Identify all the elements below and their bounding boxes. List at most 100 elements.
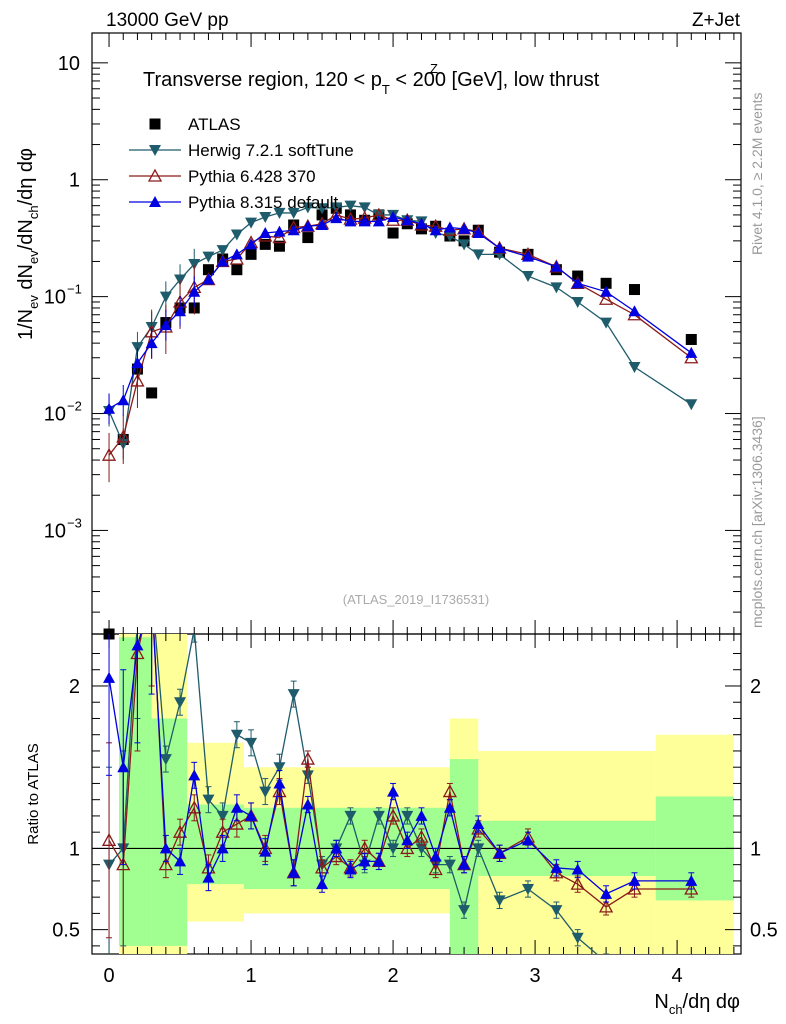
x-tick-label: 4	[672, 965, 683, 987]
pythia8-ratio-point	[600, 887, 613, 899]
atlas-point	[316, 209, 328, 221]
ratio-y-tick-label: 1	[69, 838, 80, 860]
pythia8-point	[245, 238, 258, 250]
herwig-ratio-point	[600, 957, 612, 968]
atlas-point	[628, 284, 640, 296]
ratio-y-tick-label-right: 0.5	[750, 920, 778, 942]
herwig-point	[571, 296, 584, 308]
atlas-point	[685, 333, 697, 345]
herwig-point	[245, 217, 258, 229]
herwig-ratio-point	[521, 884, 534, 896]
pythia8-point	[230, 248, 243, 260]
herwig-point	[358, 202, 371, 214]
collision-label: 13000 GeV pp	[106, 10, 229, 31]
pythia8-ratio-point	[216, 842, 229, 854]
herwig-legend-marker	[149, 145, 161, 156]
legend: ATLAS Herwig 7.2.1 softTune Pythia 6.428 3…	[129, 115, 354, 212]
herwig-point	[628, 362, 641, 374]
herwig-ratio-point	[372, 810, 385, 822]
herwig-point	[600, 317, 613, 329]
pythia8-point	[316, 219, 329, 231]
pythia8-point	[401, 214, 414, 226]
herwig-point	[316, 203, 329, 215]
pythia8-line	[108, 216, 692, 410]
pythia6-point	[101, 447, 117, 461]
pythia8-point	[330, 212, 343, 224]
herwig-point	[131, 342, 144, 354]
herwig-point	[443, 231, 456, 243]
pythia8-ratio-point	[472, 818, 485, 830]
mcplots-label: mcplots.cern.ch [arXiv:1306.3436]	[749, 416, 765, 628]
pythia8-ratio-point	[571, 863, 584, 875]
herwig-ratio-point	[571, 932, 584, 944]
y-tick-exponent: −3	[67, 515, 82, 530]
pythia8-ratio-point	[628, 874, 641, 886]
pythia8-point	[493, 242, 506, 254]
pythia8-point	[458, 222, 471, 234]
herwig-point	[159, 291, 172, 303]
herwig-point	[287, 207, 300, 219]
pythia6-point	[130, 373, 145, 387]
pythia8-point	[372, 215, 385, 227]
pythia8-point	[521, 250, 534, 262]
pythia8-ratio-point	[443, 801, 456, 813]
herwig-ratio-point	[216, 810, 229, 822]
pythia6-line	[108, 214, 692, 456]
pythia8-point	[685, 346, 698, 358]
pythia8-ratio-point	[429, 850, 442, 862]
x-tick-label: 2	[388, 965, 399, 987]
pythia8-ratio-point	[415, 809, 428, 821]
pythia8-ratio-point	[521, 834, 534, 846]
pythia8-ratio-point	[230, 801, 243, 813]
pythia8-ratio-point	[316, 878, 329, 890]
herwig-line	[108, 205, 692, 447]
atlas-point	[387, 227, 399, 239]
y-tick-label: 10	[44, 520, 66, 542]
pythia6-point	[272, 230, 287, 244]
herwig-ratio-point	[259, 786, 272, 798]
herwig-ratio-point	[202, 794, 215, 806]
pythia8-ratio-point	[358, 855, 371, 867]
pythia8-point	[443, 221, 456, 233]
herwig-ratio-point	[131, 616, 143, 627]
ratio-layer	[101, 583, 699, 976]
pythia6-point	[116, 429, 131, 443]
atlas-point	[600, 277, 612, 289]
pythia8-point	[273, 225, 286, 237]
pythia6-ratio-point	[428, 862, 443, 876]
pythia6-ratio-point	[146, 583, 158, 594]
pythia8-ratio-point	[685, 874, 698, 886]
pythia6-ratio-point	[158, 857, 173, 871]
atlas-point	[344, 209, 356, 221]
plot-title: Transverse region, 120 < pT < 200 [GeV],…	[143, 69, 600, 97]
y-tick-exponent: −1	[67, 282, 82, 297]
atlas-point	[202, 264, 214, 276]
atlas-point	[231, 264, 243, 276]
pythia6-legend-marker	[147, 168, 163, 182]
pythia8-ratio-point	[159, 842, 172, 854]
pythia8-ratio-point	[202, 871, 215, 883]
pythia6-ratio-point	[187, 800, 202, 814]
herwig-point	[458, 239, 471, 251]
atlas-point	[273, 240, 285, 252]
herwig-ratio-point	[401, 810, 414, 822]
pythia8-ratio-point	[344, 863, 357, 875]
y-tick-exponent: −2	[67, 399, 82, 414]
pythia6-ratio-point	[442, 784, 457, 798]
herwig-ratio-point	[458, 905, 471, 917]
pythia8-ratio-point	[174, 855, 187, 867]
ratio-y-tick-label-right: 1	[750, 838, 761, 860]
herwig-ratio-point	[472, 843, 485, 855]
main-y-label: 1/Nev dNev/dNch/dη dφ	[15, 148, 41, 340]
pythia8-ratio-point	[372, 855, 385, 867]
atlas-legend-marker	[149, 118, 161, 130]
atlas-point	[415, 223, 427, 235]
analysis-id: (ATLAS_2019_I1736531)	[343, 592, 489, 607]
pythia8-ratio-point	[458, 858, 471, 870]
herwig-ratio-point	[685, 965, 697, 976]
herwig-ratio-point	[230, 729, 243, 741]
herwig-ratio-point	[344, 810, 357, 822]
pythia8-point	[429, 224, 442, 236]
pythia8-ratio-point	[273, 777, 286, 789]
